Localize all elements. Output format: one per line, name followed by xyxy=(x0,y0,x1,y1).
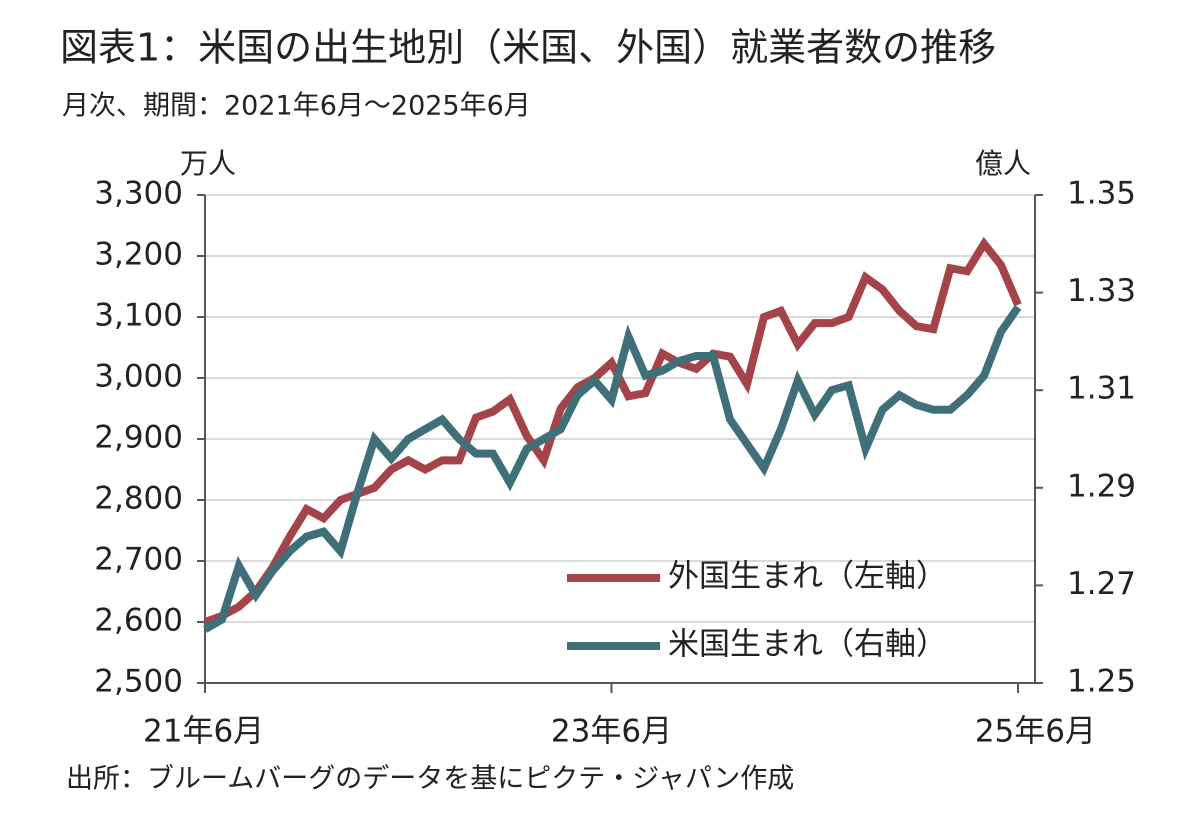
chart-title: 図表1：米国の出生地別（米国、外国）就業者数の推移 xyxy=(60,26,996,70)
x-tick-label: 25年6月 xyxy=(975,714,1096,750)
y-tick-label: 2,600 xyxy=(94,603,183,639)
legend-label: 米国生まれ（右軸） xyxy=(668,627,947,663)
y-tick-label: 2,800 xyxy=(94,481,183,517)
y2-tick-label: 1.31 xyxy=(1067,371,1136,407)
y-tick-label: 2,500 xyxy=(94,664,183,700)
data-line xyxy=(203,304,1022,633)
y2-tick-label: 1.25 xyxy=(1067,664,1136,700)
y-axis-label: 万人 xyxy=(180,147,236,180)
y-tick-label: 3,200 xyxy=(94,237,183,273)
x-tick-label: 21年6月 xyxy=(143,714,264,750)
y-tick-label: 3,100 xyxy=(94,298,183,334)
x-tick-label: 23年6月 xyxy=(551,714,672,750)
chart-subtitle: 月次、期間：2021年6月～2025年6月 xyxy=(62,91,531,122)
y2-tick-label: 1.35 xyxy=(1067,176,1136,212)
y-tick-label: 3,300 xyxy=(94,176,183,212)
source-note: 出所：ブルームバーグのデータを基にピクテ・ジャパン作成 xyxy=(66,764,794,795)
data-line xyxy=(203,236,1022,626)
y2-tick-label: 1.27 xyxy=(1067,566,1136,602)
y2-tick-label: 1.33 xyxy=(1067,273,1136,309)
y-tick-label: 3,000 xyxy=(94,359,183,395)
y2-tick-label: 1.29 xyxy=(1067,468,1136,504)
y2-axis-label: 億人 xyxy=(975,147,1031,180)
y-tick-label: 2,900 xyxy=(94,420,183,456)
y-tick-label: 2,700 xyxy=(94,542,183,578)
legend-label: 外国生まれ（左軸） xyxy=(668,559,947,595)
